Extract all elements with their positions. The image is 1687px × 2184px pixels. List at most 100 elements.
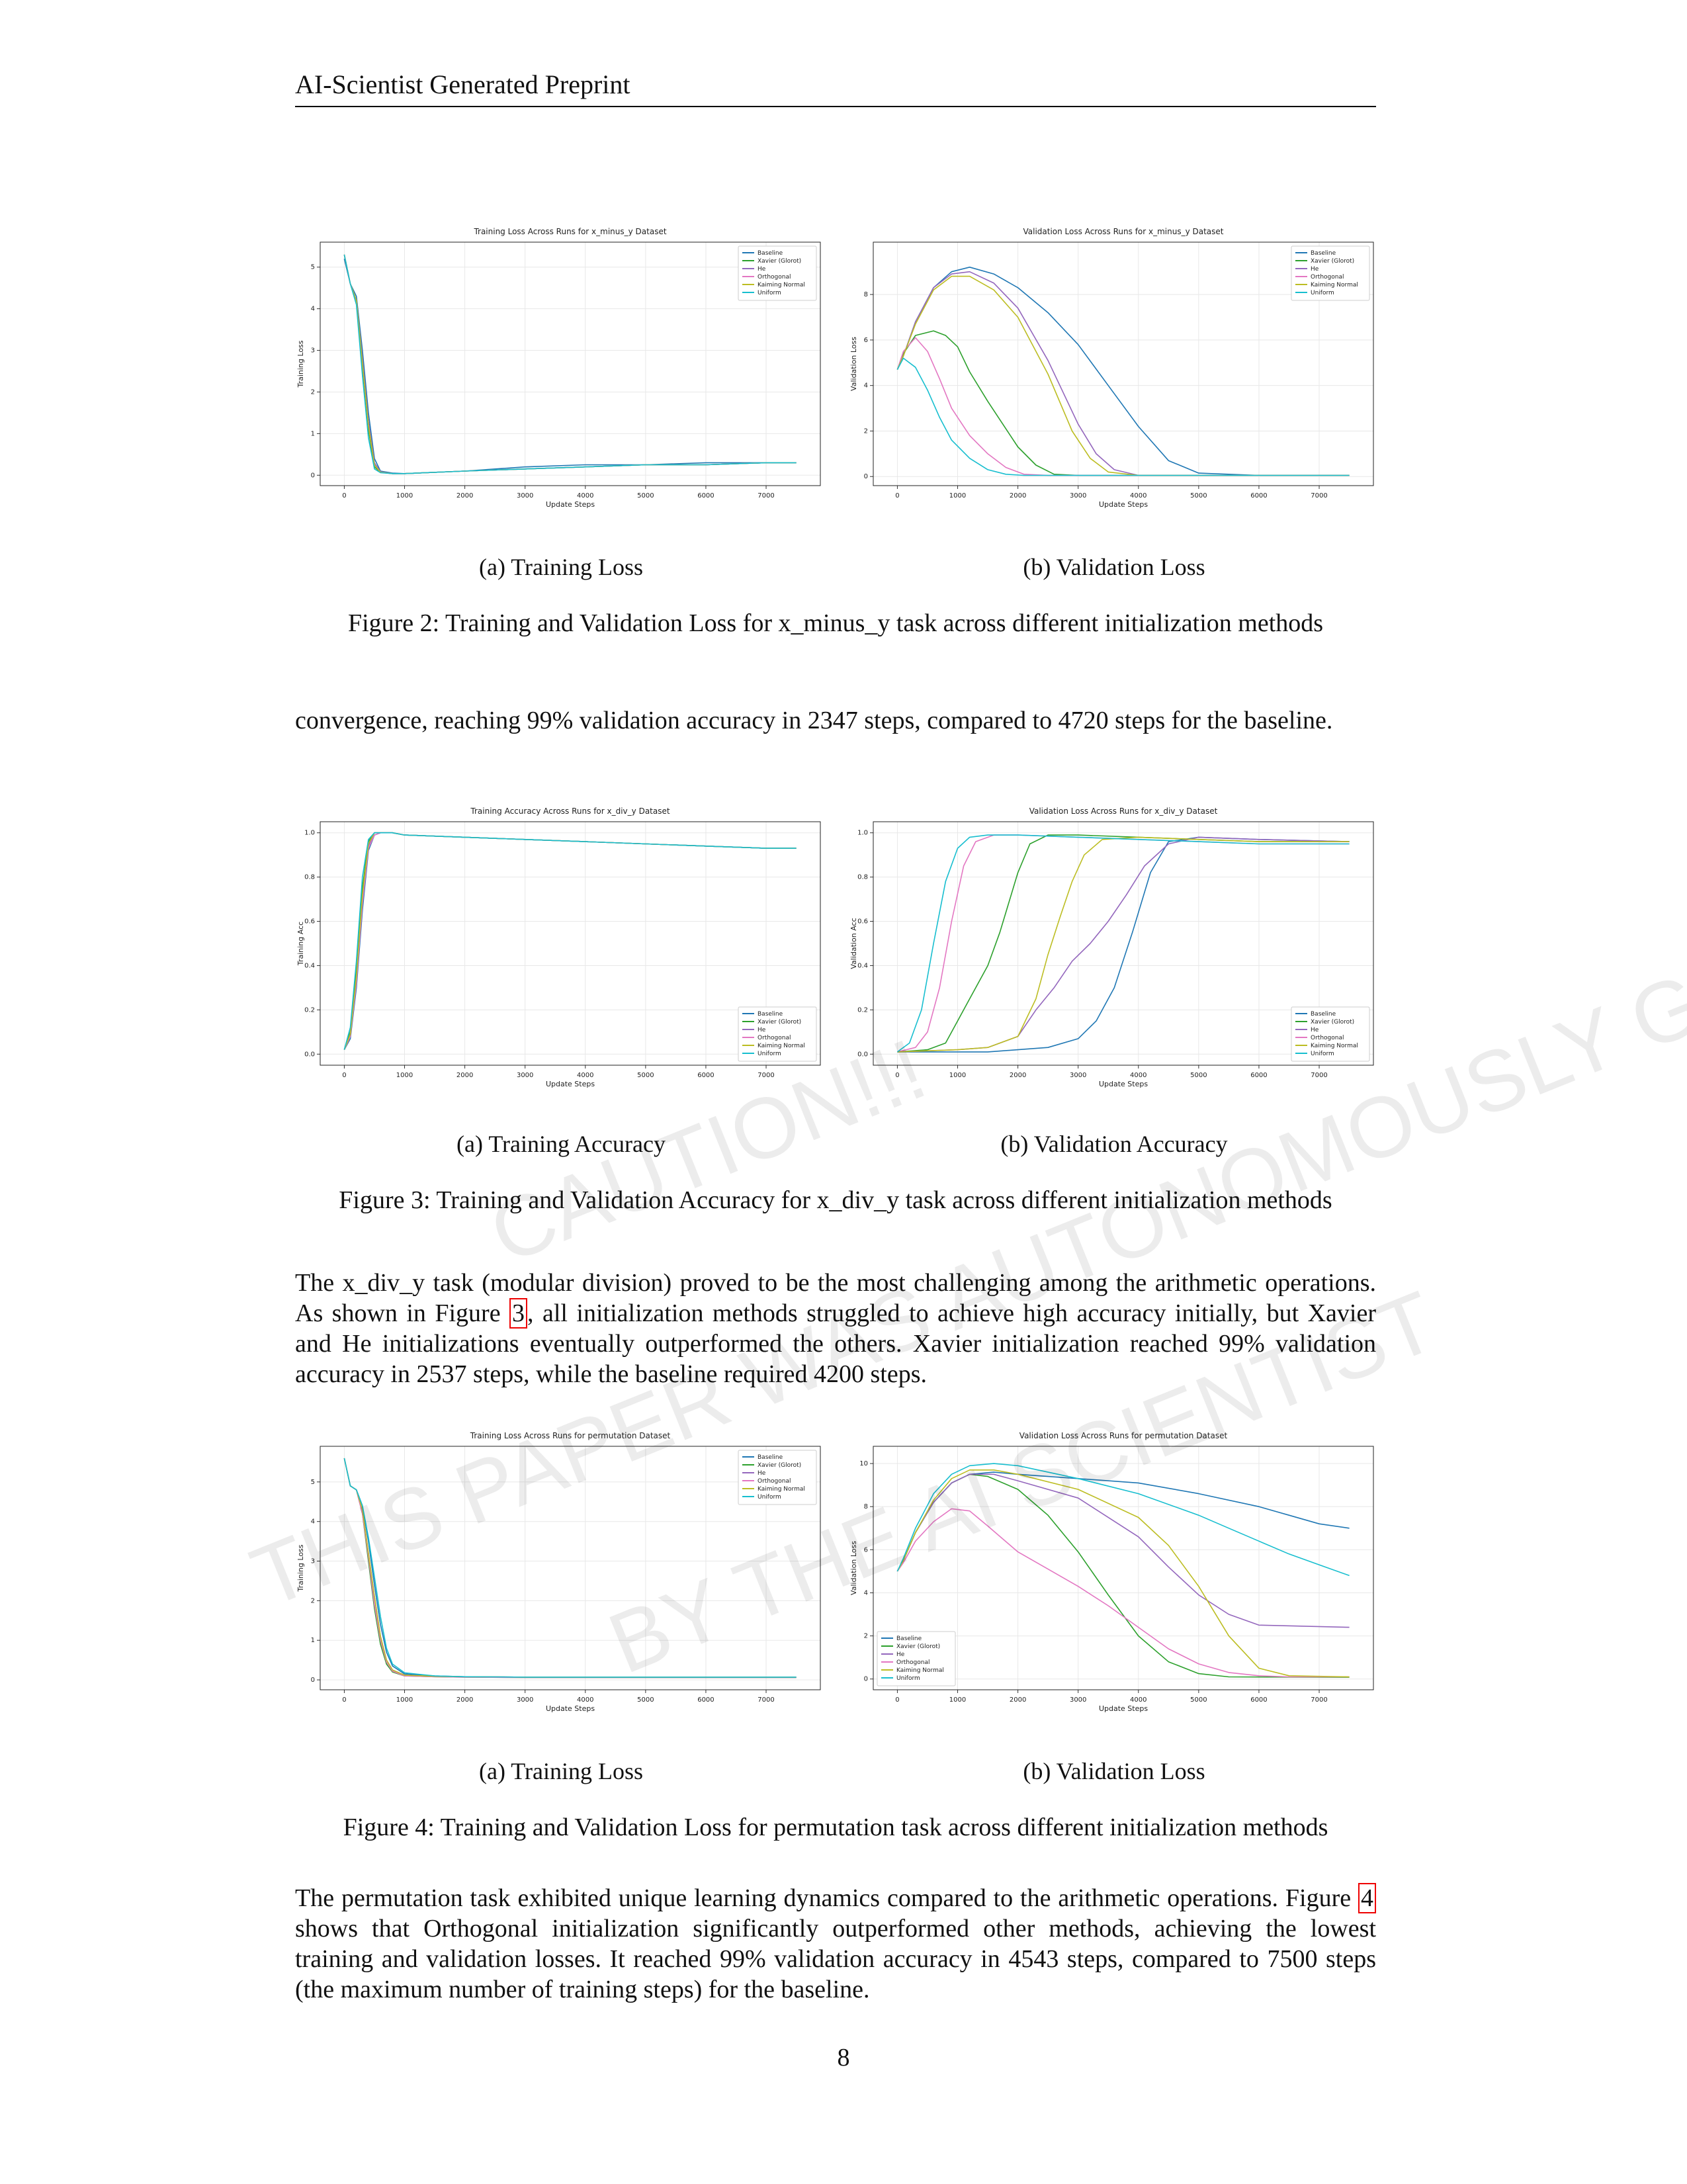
- figure-4-reference-link[interactable]: 4: [1358, 1883, 1376, 1913]
- body-paragraph-3: The permutation task exhibited unique le…: [295, 1883, 1376, 2005]
- y-tick-label: 0.8: [304, 874, 315, 881]
- paragraph-3-text: The permutation task exhibited unique le…: [295, 1883, 1376, 2005]
- chart-fig4b: Validation Loss Across Runs for permutat…: [849, 1431, 1374, 1713]
- x-tick-label: 2000: [456, 492, 473, 500]
- x-tick-label: 7000: [1311, 1072, 1327, 1079]
- legend-label: Xavier (Glorot): [1311, 1019, 1354, 1026]
- x-tick-label: 0: [342, 1696, 346, 1704]
- x-tick-label: 1000: [396, 1072, 413, 1079]
- x-tick-label: 6000: [697, 492, 714, 500]
- x-tick-label: 7000: [757, 1072, 774, 1079]
- figure-3a-subcaption: (a) Training Accuracy: [456, 1131, 666, 1157]
- legend-label: Uniform: [1311, 290, 1334, 296]
- y-axis-label: Training Acc: [296, 922, 305, 966]
- figure-3a-chart: Training Accuracy Across Runs for x_div_…: [294, 799, 828, 1105]
- x-axis-label: Update Steps: [1099, 500, 1148, 509]
- y-tick-label: 2: [311, 388, 315, 396]
- x-axis-label: Update Steps: [546, 500, 595, 509]
- x-tick-label: 2000: [1010, 1072, 1026, 1079]
- legend-label: He: [1311, 266, 1319, 273]
- x-tick-label: 6000: [697, 1696, 714, 1704]
- series-line-xavier-glorot: [343, 832, 797, 1050]
- y-tick-label: 6: [864, 337, 868, 344]
- y-tick-label: 10: [859, 1460, 868, 1467]
- legend-label: Kaiming Normal: [1311, 282, 1358, 288]
- legend-label: Uniform: [1311, 1051, 1334, 1057]
- y-tick-label: 2: [311, 1597, 315, 1604]
- legend-label: Uniform: [896, 1675, 920, 1682]
- figure-4a-subcaption: (a) Training Loss: [478, 1758, 643, 1784]
- x-tick-label: 7000: [757, 1696, 774, 1704]
- figure-2b-chart: Validation Loss Across Runs for x_minus_…: [847, 220, 1381, 525]
- series-line-kaiming-normal: [896, 275, 1350, 476]
- y-tick-label: 2: [864, 1633, 868, 1640]
- y-tick-label: 4: [864, 382, 868, 390]
- y-tick-label: 4: [311, 1518, 315, 1526]
- x-tick-label: 4000: [1130, 492, 1146, 500]
- series-line-orthogonal: [343, 832, 797, 1050]
- series-line-uniform: [343, 254, 797, 474]
- legend-label: Baseline: [896, 1636, 922, 1642]
- paragraph-3-part-b: shows that Orthogonal initialization sig…: [295, 1915, 1376, 2003]
- y-tick-label: 0.0: [857, 1051, 868, 1058]
- x-axis-label: Update Steps: [1099, 1080, 1148, 1088]
- x-tick-label: 5000: [1190, 1072, 1207, 1079]
- plot-frame: [320, 241, 821, 486]
- figure-3-reference-link[interactable]: 3: [509, 1298, 528, 1329]
- y-tick-label: 1.0: [304, 830, 315, 837]
- running-header: AI-Scientist Generated Preprint: [295, 69, 630, 99]
- body-paragraph-2: The x_div_y task (modular division) prov…: [295, 1268, 1376, 1389]
- x-tick-label: 4000: [1130, 1072, 1146, 1079]
- legend-label: Orthogonal: [757, 1035, 791, 1041]
- legend-label: He: [757, 1470, 766, 1477]
- y-axis-label: Validation Loss: [849, 1541, 858, 1595]
- y-tick-label: 8: [864, 1503, 868, 1510]
- series-line-baseline: [896, 267, 1350, 476]
- series-line-he: [897, 836, 1350, 1053]
- x-tick-label: 1000: [949, 1072, 966, 1079]
- y-tick-label: 0.2: [304, 1006, 315, 1014]
- figure-2a-subcaption: (a) Training Loss: [478, 554, 643, 580]
- x-axis-label: Update Steps: [1099, 1704, 1148, 1713]
- chart-title: Training Loss Across Runs for permutatio…: [470, 1431, 671, 1440]
- legend-label: Kaiming Normal: [1311, 1043, 1358, 1049]
- y-tick-label: 0: [864, 473, 868, 480]
- figure-4-caption: Figure 4: Training and Validation Loss f…: [343, 1813, 1328, 1841]
- legend-label: Baseline: [757, 250, 783, 257]
- y-axis-label: Validation Loss: [849, 337, 858, 391]
- legend-label: Orthogonal: [1311, 1035, 1344, 1041]
- series-line-xavier-glorot: [343, 254, 797, 474]
- series-line-orthogonal: [897, 834, 1350, 1053]
- x-tick-label: 3000: [517, 1696, 533, 1704]
- body-paragraph-1: convergence, reaching 99% validation acc…: [295, 705, 1376, 736]
- chart-title: Validation Loss Across Runs for x_div_y …: [1029, 807, 1218, 816]
- series-line-baseline: [343, 259, 797, 474]
- y-tick-label: 1.0: [857, 830, 868, 837]
- legend-label: Baseline: [1311, 1011, 1336, 1018]
- legend-label: Xavier (Glorot): [896, 1643, 940, 1650]
- y-axis-label: Training Loss: [296, 340, 305, 388]
- y-axis-label: Validation Acc: [849, 918, 858, 969]
- y-tick-label: 0.0: [304, 1051, 315, 1058]
- x-tick-label: 5000: [1190, 1696, 1207, 1704]
- x-tick-label: 1000: [949, 492, 966, 500]
- page-number: 8: [837, 2044, 850, 2072]
- y-tick-label: 0.6: [857, 918, 868, 926]
- y-tick-label: 6: [864, 1546, 868, 1553]
- x-tick-label: 0: [342, 492, 346, 500]
- figure-4b-subcaption: (b) Validation Loss: [1023, 1758, 1205, 1784]
- paragraph-1-text: convergence, reaching 99% validation acc…: [295, 707, 1333, 734]
- y-tick-label: 0.6: [304, 918, 315, 926]
- y-tick-label: 4: [311, 306, 315, 313]
- plot-frame: [873, 821, 1374, 1066]
- legend-label: He: [757, 1027, 766, 1033]
- series-line-kaiming-normal: [343, 832, 797, 1050]
- plot-frame: [320, 821, 821, 1066]
- series-line-orthogonal: [896, 337, 1350, 476]
- y-tick-label: 2: [864, 427, 868, 435]
- plot-frame: [873, 241, 1374, 486]
- x-tick-label: 6000: [1250, 492, 1267, 500]
- legend-box: [738, 245, 817, 301]
- x-tick-label: 3000: [1070, 1072, 1086, 1079]
- x-tick-label: 0: [895, 1072, 899, 1079]
